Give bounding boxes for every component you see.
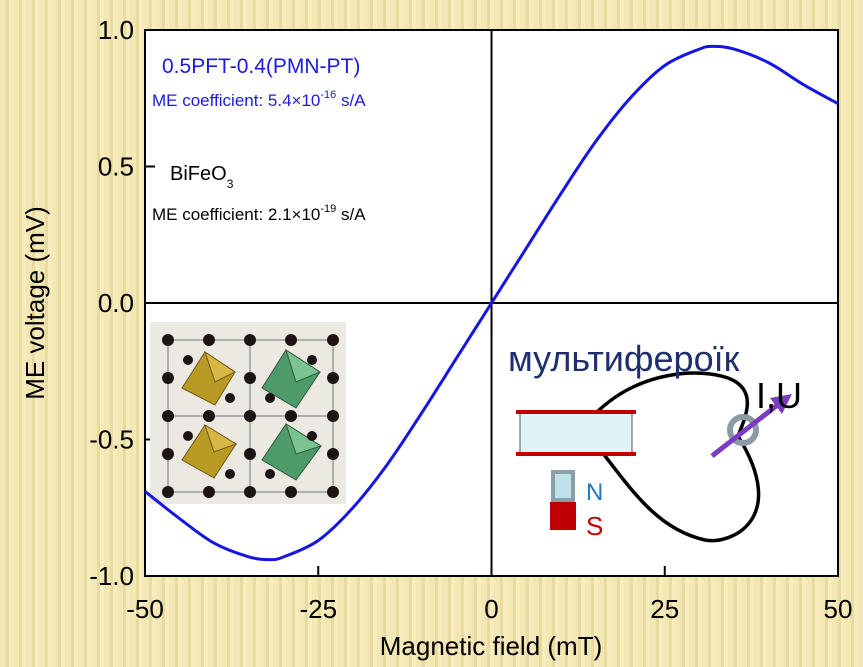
- meter-icon: [727, 414, 759, 446]
- measurement-label: I,U: [756, 375, 802, 416]
- x-tick-label: 0: [484, 594, 498, 624]
- multiferroic-label: мультифероїк: [508, 338, 740, 379]
- magnet-north-pole: [551, 470, 575, 502]
- y-axis-ticks: -1.0 -0.5 0.0 0.5 1.0: [89, 15, 155, 591]
- series-line: [144, 44, 839, 562]
- sample-block: [519, 411, 633, 455]
- magnet-s-label: S: [586, 511, 603, 541]
- magnet-south-pole: [550, 502, 576, 530]
- bfo-sample-label: BiFeO3: [170, 163, 234, 191]
- x-axis-ticks: -50 -25 0 25 50: [126, 566, 852, 624]
- bfo-coefficient-label: ME coefficient: 2.1×10-19 s/A: [152, 203, 366, 224]
- multiferroic-sketch: N S мультифероїк I,U: [508, 338, 802, 543]
- x-tick-label: 25: [650, 594, 679, 624]
- x-tick-label: -25: [299, 594, 337, 624]
- crystal-structure-image: [150, 322, 346, 504]
- x-tick-label: -50: [126, 594, 164, 624]
- arrow-head-icon: [770, 394, 792, 414]
- y-tick-label: -0.5: [89, 425, 134, 455]
- y-tick-label: 0.5: [98, 152, 134, 182]
- magnet-n-label: N: [586, 479, 603, 506]
- y-axis-label: ME voltage (mV): [20, 206, 50, 400]
- pft-coefficient-label: ME coefficient: 5.4×10-16 s/A: [152, 89, 366, 110]
- y-tick-label: 1.0: [98, 15, 134, 45]
- measurement-arrow: [710, 401, 782, 458]
- x-tick-label: 50: [824, 594, 853, 624]
- x-axis-label: Magnetic field (mT): [380, 631, 603, 661]
- pft-sample-label: 0.5PFT-0.4(PMN-PT): [162, 55, 360, 78]
- y-tick-label: -1.0: [89, 561, 134, 591]
- y-tick-label: 0.0: [98, 288, 134, 318]
